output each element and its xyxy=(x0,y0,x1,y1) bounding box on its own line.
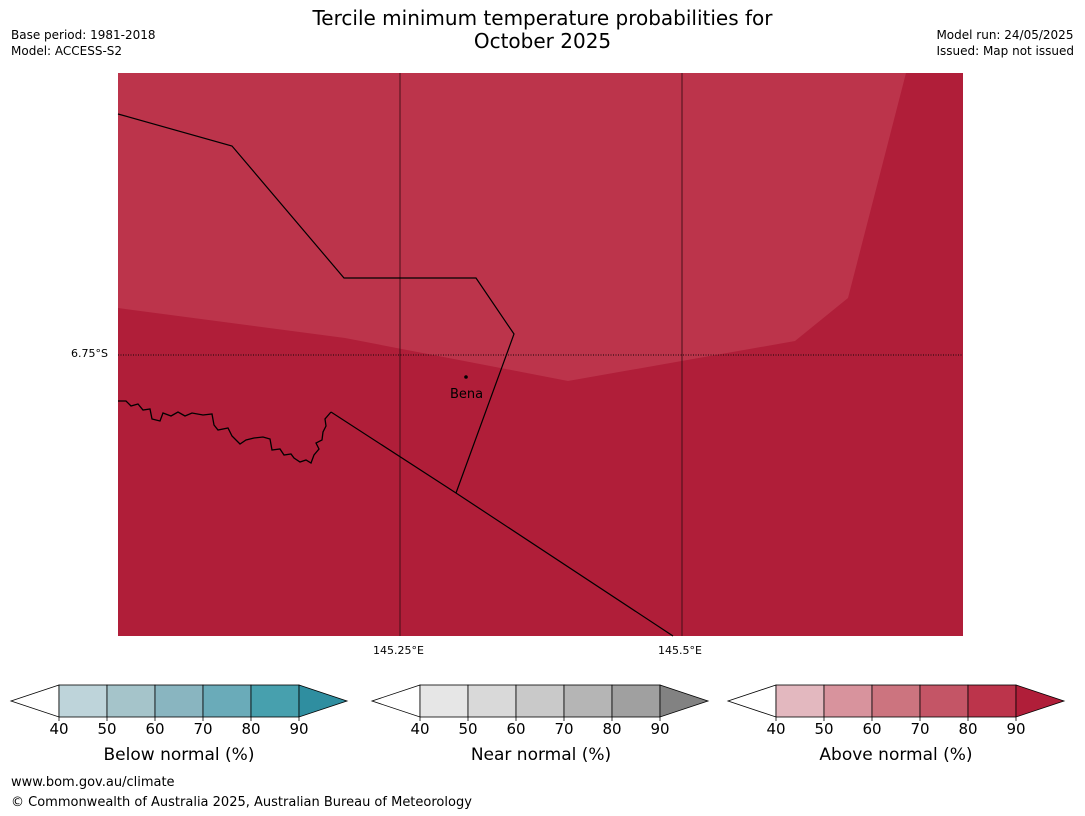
colorbar-extension-low xyxy=(9,684,60,718)
base-period: Base period: 1981-2018 xyxy=(11,28,156,42)
longitude-label: 145.25°E xyxy=(373,644,424,657)
colorbar-segment xyxy=(515,684,565,718)
colorbar-segment xyxy=(250,684,300,718)
colorbar-extension-high xyxy=(659,684,710,718)
colorbar-segment xyxy=(775,684,825,718)
colorbar-title-below: Below normal (%) xyxy=(103,745,255,765)
colorbar-segment xyxy=(563,684,613,718)
map-title: Tercile minimum temperature probabilitie… xyxy=(0,7,1085,53)
colorbar-extension-low xyxy=(370,684,421,718)
place-marker[interactable] xyxy=(464,375,468,379)
colorbar-tick-label: 80 xyxy=(241,720,260,738)
colorbar-tick-label: 70 xyxy=(554,720,573,738)
place-label-bena: Bena xyxy=(450,387,484,402)
colorbar-tick-label: 90 xyxy=(289,720,308,738)
colorbar-tick-label: 50 xyxy=(458,720,477,738)
meta-right: Model run: 24/05/2025 Issued: Map not is… xyxy=(936,27,1074,59)
colorbar-title-near: Near normal (%) xyxy=(470,745,612,765)
footer-copyright: © Commonwealth of Australia 2025, Austra… xyxy=(11,795,472,810)
model-run: Model run: 24/05/2025 xyxy=(936,28,1074,42)
title-line-2: October 2025 xyxy=(473,29,612,53)
colorbar-tick-label: 80 xyxy=(958,720,977,738)
colorbar-tick-label: 90 xyxy=(650,720,669,738)
colorbar-tick-label: 50 xyxy=(814,720,833,738)
colorbar-title-above: Above normal (%) xyxy=(819,745,973,765)
latitude-label: 6.75°S xyxy=(71,347,108,360)
colorbar-tick-label: 40 xyxy=(49,720,68,738)
colorbar-tick-label: 40 xyxy=(410,720,429,738)
colorbar-tick-label: 60 xyxy=(862,720,881,738)
colorbar-tick-label: 90 xyxy=(1006,720,1025,738)
coastline xyxy=(118,400,332,464)
colorbar-tick-label: 80 xyxy=(602,720,621,738)
title-line-1: Tercile minimum temperature probabilitie… xyxy=(312,6,773,30)
longitude-label: 145.5°E xyxy=(658,644,702,657)
colorbar-tick-label: 60 xyxy=(145,720,164,738)
province-boundary xyxy=(117,113,515,494)
issued-status: Issued: Map not issued xyxy=(936,44,1074,58)
colorbar-segment xyxy=(419,684,469,718)
model-name: Model: ACCESS-S2 xyxy=(11,44,123,58)
colorbar-segment xyxy=(919,684,969,718)
colorbar-segment xyxy=(467,684,517,718)
colorbar-segment xyxy=(202,684,252,718)
colorbar-extension-high xyxy=(1015,684,1066,718)
colorbar-tick-label: 70 xyxy=(193,720,212,738)
province-boundary xyxy=(330,411,674,637)
colorbar-segment xyxy=(823,684,873,718)
colorbar-segment xyxy=(154,684,204,718)
colorbar-tick-label: 70 xyxy=(910,720,929,738)
probability-region-80-90 xyxy=(118,73,906,381)
colorbar-segment xyxy=(871,684,921,718)
colorbar-tick-label: 50 xyxy=(97,720,116,738)
colorbar-tick-label: 60 xyxy=(506,720,525,738)
colorbar-segment xyxy=(58,684,108,718)
colorbar-extension-high xyxy=(298,684,349,718)
colorbar-extension-low xyxy=(726,684,777,718)
colorbar-segment xyxy=(967,684,1017,718)
colorbar-segment xyxy=(611,684,661,718)
footer-website[interactable]: www.bom.gov.au/climate xyxy=(11,775,175,790)
meta-left: Base period: 1981-2018 Model: ACCESS-S2 xyxy=(11,27,156,59)
colorbar-segment xyxy=(106,684,156,718)
colorbar-tick-label: 40 xyxy=(766,720,785,738)
